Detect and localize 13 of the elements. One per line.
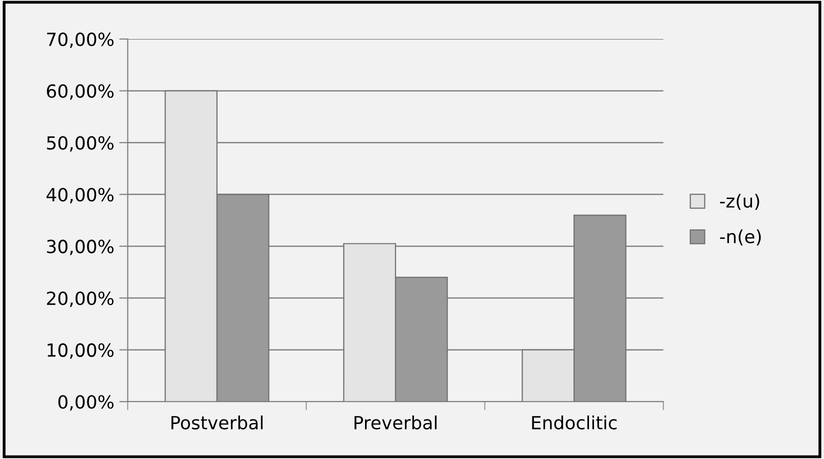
y-tick-label: 50,00% [47, 136, 114, 152]
y-tick-label: 20,00% [47, 291, 114, 307]
legend-label: -z(u) [720, 194, 760, 210]
x-tick-label: Endoclitic [532, 416, 617, 430]
x-tick-label: Preverbal [354, 416, 437, 430]
legend-label: -n(e) [720, 229, 761, 246]
y-tick-label: 40,00% [46, 188, 114, 204]
y-tick-label: 60,00% [46, 84, 114, 100]
y-tick-label: 70,00% [47, 32, 114, 48]
x-tick-label: Postverbal [171, 416, 263, 430]
y-tick-label: 0,00% [58, 395, 114, 411]
y-tick-label: 30,00% [47, 240, 114, 256]
y-tick-label: 10,00% [48, 343, 114, 359]
